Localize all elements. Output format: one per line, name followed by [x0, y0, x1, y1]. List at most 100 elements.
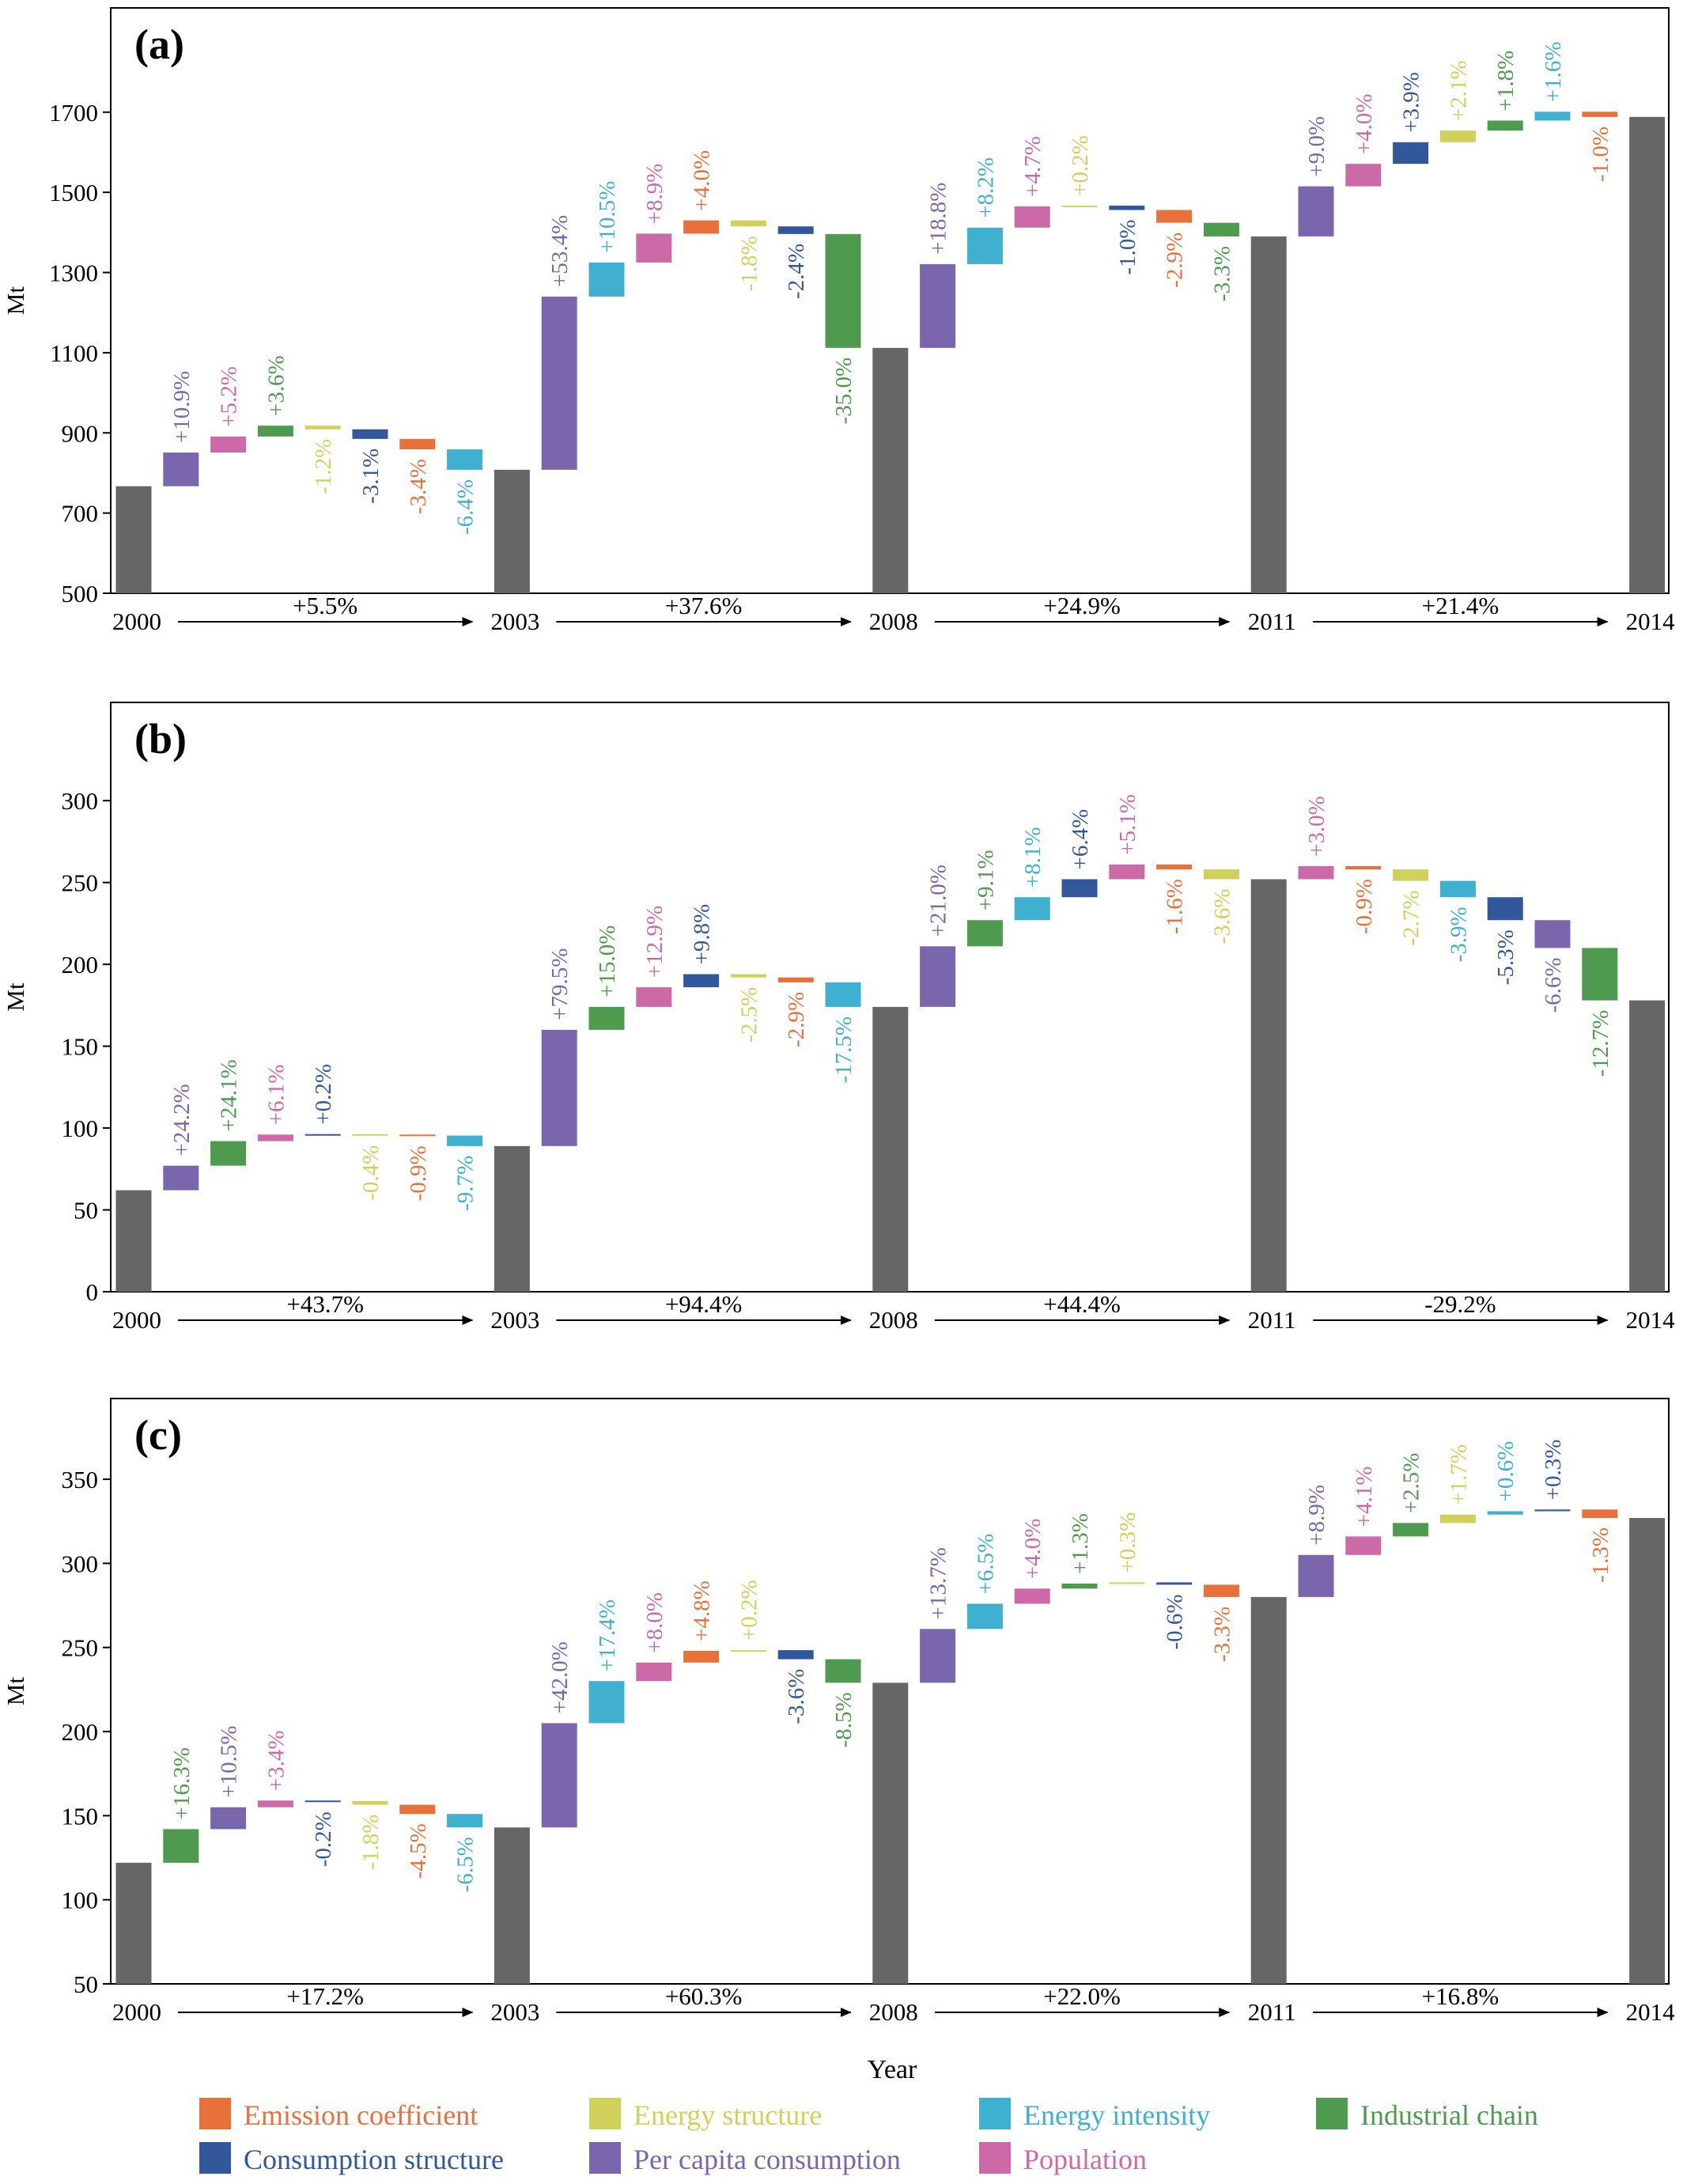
step-bar-consumption-structure — [1487, 897, 1523, 921]
y-tick-label: 100 — [62, 1887, 99, 1914]
year-label-2003: 2003 — [490, 1306, 539, 1334]
y-tick-label: 50 — [74, 1970, 98, 1998]
period-change-label: +16.8% — [1422, 1982, 1500, 2010]
step-bar-emission-coefficient — [1156, 864, 1193, 870]
y-tick-label: 300 — [62, 787, 99, 815]
step-label-emission-coefficient: -2.9% — [1163, 233, 1188, 288]
step-bar-consumption-structure — [683, 974, 720, 988]
total-bar-2008 — [872, 347, 909, 593]
step-bar-consumption-structure — [777, 1650, 814, 1660]
step-label-industrial-chain: +3.6% — [263, 355, 289, 416]
step-label-per-capita-consumption: +9.0% — [1304, 116, 1329, 177]
step-bar-emission-coefficient — [1156, 210, 1193, 223]
step-label-energy-intensity: +8.1% — [1020, 827, 1046, 888]
step-bar-consumption-structure — [352, 429, 388, 439]
step-bar-population — [257, 1800, 293, 1807]
year-label-2000: 2000 — [112, 608, 161, 635]
step-label-energy-structure: +0.2% — [1068, 135, 1093, 196]
step-bar-energy-intensity — [1439, 880, 1476, 898]
total-bar-2000 — [115, 1862, 152, 1984]
step-label-population: +5.2% — [217, 366, 242, 427]
step-label-population: +8.0% — [642, 1592, 668, 1653]
step-label-industrial-chain: +1.3% — [1068, 1513, 1093, 1574]
period-change-label: +37.6% — [665, 592, 743, 619]
step-label-energy-structure: -0.4% — [358, 1145, 384, 1201]
step-label-population: +5.1% — [1115, 794, 1140, 855]
step-label-industrial-chain: +16.3% — [169, 1747, 195, 1819]
step-label-energy-intensity: -9.7% — [453, 1156, 478, 1211]
y-tick-label: 200 — [62, 1718, 99, 1746]
step-bar-industrial-chain — [966, 920, 1003, 947]
y-tick-label: 0 — [86, 1278, 99, 1306]
step-label-consumption-structure: -1.0% — [1115, 219, 1140, 274]
step-bar-industrial-chain — [1061, 1583, 1098, 1589]
step-label-industrial-chain: +2.5% — [1399, 1453, 1424, 1514]
y-tick-label: 1700 — [49, 99, 98, 127]
total-bar-2000 — [115, 1190, 152, 1292]
step-bar-population — [1109, 864, 1145, 880]
step-bar-per-capita-consumption — [1534, 920, 1571, 948]
step-label-population: +12.9% — [642, 906, 668, 978]
step-label-emission-coefficient: -1.0% — [1588, 127, 1613, 182]
step-bar-energy-intensity — [447, 449, 483, 470]
step-label-per-capita-consumption: +8.9% — [1304, 1485, 1329, 1546]
y-tick-label: 500 — [62, 580, 99, 608]
legend-label-emission-coefficient: Emission coefficient — [244, 2099, 478, 2131]
period-change-label: +5.5% — [293, 592, 357, 619]
step-label-industrial-chain: -12.7% — [1588, 1010, 1613, 1077]
step-bar-energy-structure — [730, 1650, 766, 1652]
total-bar-2011 — [1250, 236, 1287, 593]
step-bar-energy-intensity — [1014, 897, 1050, 921]
step-label-population: +3.0% — [1304, 796, 1329, 857]
year-label-2014: 2014 — [1626, 1998, 1676, 2026]
step-label-energy-intensity: +0.6% — [1493, 1441, 1518, 1502]
year-label-2011: 2011 — [1248, 1998, 1296, 2026]
total-bar-2003 — [494, 1827, 530, 1984]
step-bar-energy-intensity — [588, 1681, 625, 1724]
year-label-2003: 2003 — [490, 608, 539, 635]
step-bar-consumption-structure — [304, 1800, 341, 1803]
total-bar-2011 — [1250, 1596, 1287, 1984]
step-label-energy-structure: -1.2% — [311, 439, 336, 494]
total-bar-2014 — [1629, 116, 1666, 593]
step-label-population: +4.0% — [1020, 1519, 1046, 1580]
y-tick-label: 150 — [62, 1802, 99, 1830]
legend-swatch-population — [979, 2142, 1011, 2174]
step-bar-per-capita-consumption — [1298, 186, 1334, 237]
step-bar-per-capita-consumption — [920, 263, 956, 348]
step-bar-energy-intensity — [588, 262, 625, 297]
step-label-energy-structure: -2.5% — [736, 987, 762, 1043]
y-tick-label: 200 — [62, 951, 99, 978]
step-label-population: +4.0% — [1352, 93, 1377, 154]
step-label-energy-structure: +0.2% — [736, 1580, 762, 1641]
step-label-consumption-structure: -2.4% — [784, 244, 809, 299]
step-label-energy-structure: -3.6% — [1209, 889, 1235, 944]
total-bar-2003 — [494, 469, 530, 593]
step-bar-per-capita-consumption — [541, 1723, 577, 1828]
step-bar-population — [1345, 1536, 1382, 1555]
step-label-per-capita-consumption: +79.5% — [547, 948, 573, 1020]
step-bar-industrial-chain — [1582, 948, 1618, 1001]
step-label-per-capita-consumption: +53.4% — [547, 215, 573, 287]
step-bar-emission-coefficient — [1345, 865, 1382, 870]
step-bar-energy-intensity — [966, 1603, 1003, 1629]
step-label-energy-intensity: -3.9% — [1446, 907, 1471, 962]
y-tick-label: 250 — [62, 869, 99, 897]
step-bar-emission-coefficient — [399, 1804, 436, 1815]
step-label-per-capita-consumption: +21.0% — [926, 865, 951, 937]
step-bar-consumption-structure — [1061, 879, 1098, 898]
legend-swatch-energy-structure — [589, 2098, 621, 2129]
step-label-emission-coefficient: -3.4% — [406, 459, 431, 514]
total-bar-2000 — [115, 486, 152, 593]
step-bar-population — [1345, 164, 1382, 187]
legend-label-per-capita-consumption: Per capita consumption — [633, 2144, 901, 2175]
panel-label: (a) — [134, 21, 184, 68]
step-bar-energy-structure — [730, 974, 766, 978]
y-tick-label: 100 — [62, 1115, 99, 1142]
period-change-label: +44.4% — [1043, 1290, 1121, 1318]
step-label-per-capita-consumption: +42.0% — [547, 1641, 573, 1713]
step-label-per-capita-consumption: +10.5% — [217, 1725, 242, 1797]
chart-panel-c: (c) 50 100 150 200 250 300 350 Mt +16.3% +10.5% +3.… — [2, 1398, 1676, 2026]
step-bar-emission-coefficient — [1203, 1584, 1239, 1597]
total-bar-2008 — [872, 1682, 909, 1984]
